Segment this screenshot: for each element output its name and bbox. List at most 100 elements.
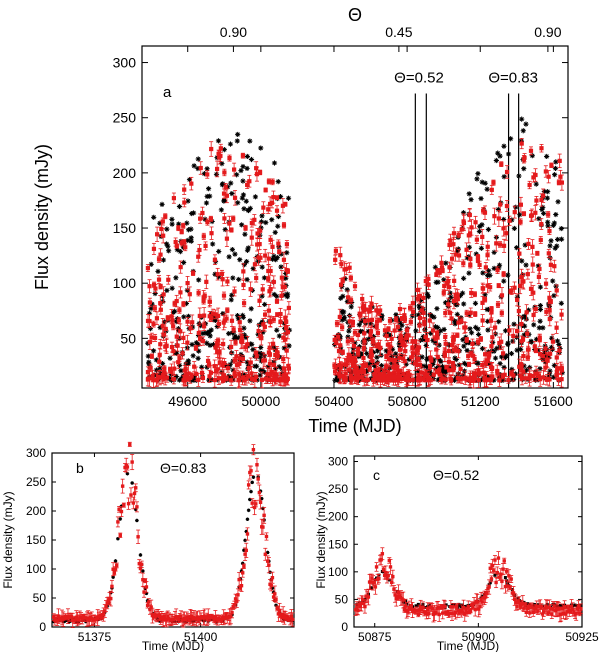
black-data-point bbox=[423, 342, 429, 349]
red-data-point bbox=[464, 309, 469, 317]
red-data-point bbox=[384, 353, 389, 360]
red-data-point bbox=[181, 222, 186, 229]
black-data-point bbox=[338, 295, 344, 301]
red-data-point bbox=[130, 454, 135, 471]
black-data-point bbox=[261, 353, 267, 359]
black-data-point bbox=[348, 304, 354, 310]
black-data-point bbox=[221, 197, 227, 204]
red-data-point bbox=[464, 336, 469, 343]
black-data-point bbox=[239, 195, 245, 201]
red-data-point bbox=[490, 362, 495, 374]
black-data-point bbox=[482, 292, 488, 298]
black-data-point bbox=[424, 291, 431, 297]
red-data-point bbox=[338, 369, 343, 383]
red-data-point bbox=[241, 299, 247, 308]
black-data-point bbox=[138, 553, 143, 557]
black-data-point bbox=[275, 223, 281, 229]
red-data-point bbox=[263, 187, 268, 193]
red-data-point bbox=[224, 375, 229, 382]
black-data-point bbox=[495, 150, 501, 156]
red-data-point bbox=[401, 367, 406, 381]
black-data-point bbox=[519, 258, 525, 264]
red-data-point bbox=[190, 314, 195, 330]
black-data-point bbox=[200, 330, 206, 337]
red-data-point bbox=[434, 330, 440, 337]
black-data-point bbox=[241, 262, 247, 268]
black-data-point bbox=[485, 327, 491, 333]
red-data-point bbox=[227, 215, 232, 232]
red-data-point bbox=[537, 333, 542, 347]
a-x-tick-label: 51600 bbox=[534, 393, 573, 409]
red-data-point bbox=[533, 205, 538, 221]
red-data-point bbox=[527, 607, 532, 618]
red-data-point bbox=[126, 497, 131, 510]
red-data-point bbox=[474, 235, 479, 244]
black-data-point bbox=[418, 297, 424, 304]
black-data-point bbox=[536, 325, 542, 331]
black-data-point bbox=[118, 517, 123, 521]
red-data-point bbox=[536, 269, 541, 285]
black-data-point bbox=[554, 338, 561, 344]
black-data-point bbox=[258, 225, 264, 231]
black-data-point bbox=[222, 226, 228, 233]
red-data-point bbox=[151, 320, 156, 328]
c-y-tick-label: 0 bbox=[341, 620, 348, 634]
black-data-point bbox=[493, 573, 497, 577]
red-data-point bbox=[217, 347, 222, 358]
black-data-point bbox=[250, 480, 255, 485]
black-data-point bbox=[204, 166, 210, 172]
red-data-point bbox=[286, 363, 291, 374]
black-data-point bbox=[545, 189, 551, 195]
red-data-point bbox=[127, 441, 132, 447]
black-data-point bbox=[431, 357, 437, 363]
red-data-point bbox=[87, 612, 92, 627]
red-data-point bbox=[227, 154, 232, 162]
black-data-point bbox=[539, 206, 545, 213]
b-y-tick-label: 0 bbox=[39, 620, 46, 634]
red-data-point bbox=[225, 276, 230, 287]
black-data-point bbox=[259, 293, 265, 299]
red-data-point bbox=[507, 215, 512, 226]
black-data-point bbox=[191, 377, 197, 383]
red-data-point bbox=[347, 314, 352, 328]
red-data-point bbox=[487, 351, 492, 358]
black-data-point bbox=[166, 375, 172, 382]
red-data-point bbox=[447, 239, 452, 251]
red-data-point bbox=[488, 313, 494, 328]
red-data-point bbox=[523, 602, 528, 608]
red-data-point bbox=[464, 242, 469, 258]
red-data-point bbox=[147, 370, 152, 387]
red-data-point bbox=[216, 149, 221, 159]
black-data-point bbox=[537, 284, 544, 290]
red-data-point bbox=[426, 279, 431, 290]
phase-annotation: Θ=0.83 bbox=[488, 69, 538, 86]
black-data-point bbox=[547, 368, 553, 374]
black-data-point bbox=[210, 342, 217, 348]
black-data-point bbox=[486, 268, 492, 274]
black-data-point bbox=[451, 318, 457, 324]
panel-b-annotation: Θ=0.83 bbox=[160, 460, 207, 476]
black-data-point bbox=[441, 277, 447, 283]
red-data-point bbox=[504, 200, 510, 212]
red-data-point bbox=[262, 506, 267, 524]
black-data-point bbox=[497, 372, 503, 378]
b-y-tick-label: 250 bbox=[26, 475, 46, 489]
red-data-point bbox=[156, 275, 162, 285]
black-data-point bbox=[377, 367, 384, 373]
red-data-point bbox=[286, 301, 291, 315]
red-data-point bbox=[128, 487, 133, 503]
panel-a: 49600 50000 50400 50800 51200 51600 50 100 150 20… bbox=[32, 5, 573, 436]
red-data-point bbox=[539, 193, 544, 207]
red-data-point bbox=[152, 305, 157, 312]
black-data-point bbox=[196, 348, 202, 354]
red-data-point bbox=[547, 305, 552, 315]
a-x-tick-label: 50400 bbox=[315, 393, 354, 409]
red-data-point bbox=[139, 560, 144, 568]
black-data-point bbox=[537, 366, 543, 372]
red-data-point bbox=[421, 292, 426, 304]
red-data-point bbox=[266, 557, 271, 574]
black-data-point bbox=[455, 371, 461, 377]
black-data-point bbox=[479, 222, 485, 228]
red-data-point bbox=[388, 558, 393, 575]
panel-a-ticks: 49600 50000 50400 50800 51200 51600 50 100 150 20… bbox=[113, 24, 573, 409]
